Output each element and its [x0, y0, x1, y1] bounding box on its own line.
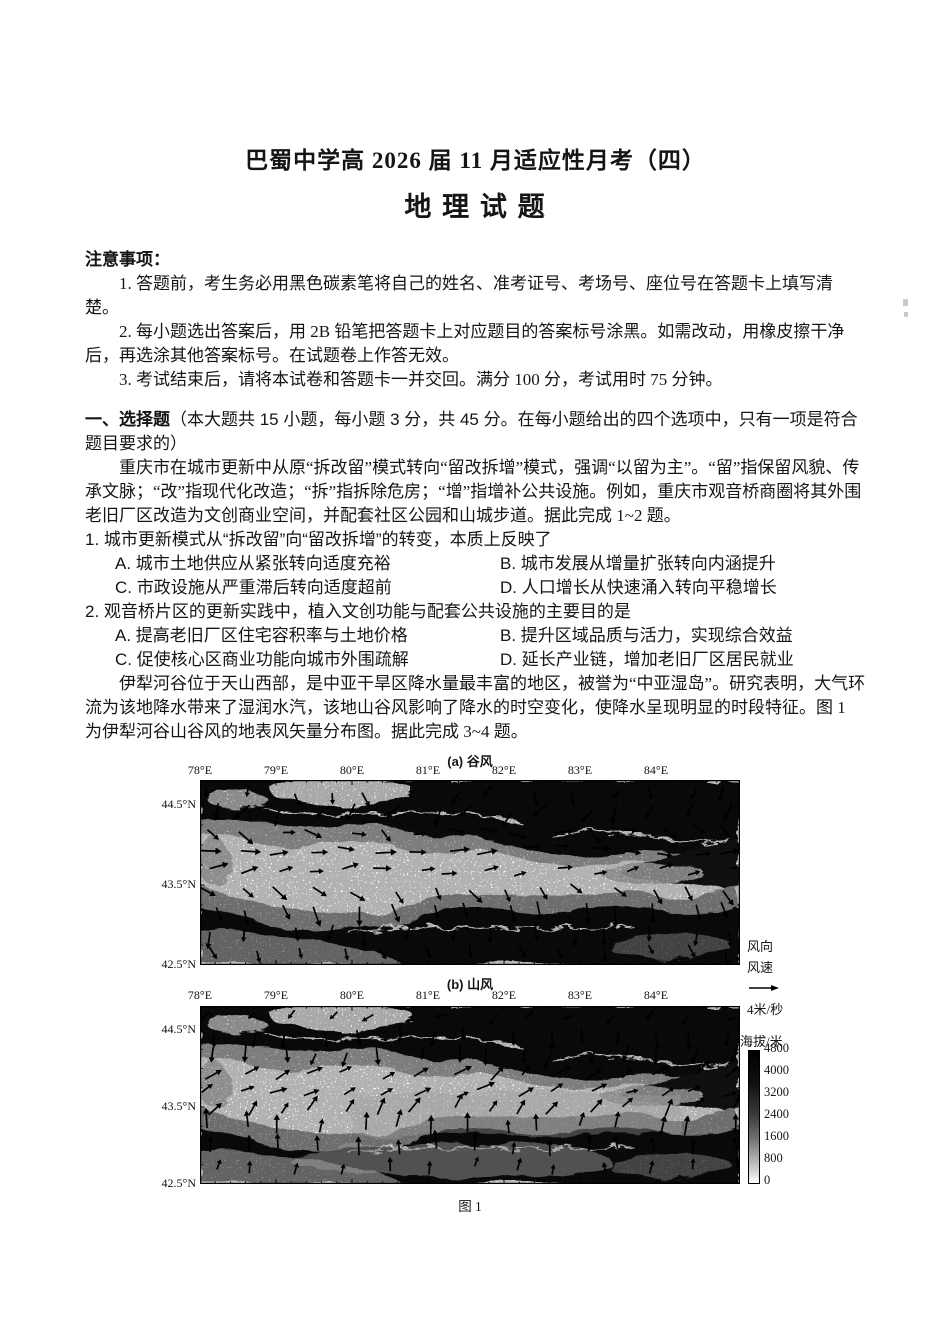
panel-a-title: (a) 谷风 [447, 754, 493, 769]
wind-direction-label: 风向 [747, 939, 774, 954]
passage-yili-valley: 伊犁河谷位于天山西部，是中亚干旱区降水量最丰富的地区，被誉为“中亚湿岛”。研究表… [85, 674, 866, 741]
wind-vectors-b [200, 1009, 740, 1177]
question-2-number: 2. [85, 602, 100, 621]
wind-scale-label: 4米/秒 [747, 1002, 784, 1017]
lat-label-a: 44.5°N [161, 797, 196, 811]
elevation-legend-title: 海拔/米 [740, 1034, 783, 1049]
passage-chongqing: 重庆市在城市更新中从原“拆改留”模式转向“留改拆增”模式，强调“以留为主”。“留… [85, 458, 862, 525]
wind-vectors-a [200, 785, 740, 965]
lat-label-b: 43.5°N [161, 1099, 196, 1114]
text-content: 巴蜀中学高 2026 届 11 月适应性月考（四） 地 理 试 题 注意事项： … [85, 148, 866, 741]
lat-label-a: 43.5°N [161, 877, 196, 891]
figure-caption: 图 1 [458, 1199, 482, 1214]
option-1c: C. 市政设施从严重滞后转向适度超前 [115, 578, 392, 597]
exam-title: 巴蜀中学高 2026 届 11 月适应性月考（四） [245, 148, 706, 173]
question-1-options-cd: C. 市政设施从严重滞后转向适度超前 D. 人口增长从快速涌入转向平稳增长 [85, 576, 866, 600]
question-2-options-ab: A. 提高老旧厂区住宅容积率与土地价格 B. 提升区域品质与活力，实现综合效益 [85, 624, 866, 648]
notice-item-3: 3. 考试结束后，请将本试卷和答题卡一并交回。满分 100 分，考试用时 75 … [119, 370, 723, 389]
exam-subject: 地 理 试 题 [404, 192, 547, 222]
figure-1: (a) 谷风 [0, 748, 950, 1223]
scan-artifact [904, 312, 908, 317]
elevation-colorbar [748, 1050, 760, 1184]
map-b-valley-shading [290, 1094, 680, 1178]
option-2d: D. 延长产业链，增加老旧厂区居民就业 [500, 650, 794, 669]
valley-wind-map [200, 780, 740, 965]
lon-label-a: 84°E [643, 763, 669, 777]
panel-b-title: (b) 山风 [446, 977, 494, 992]
section-heading-title: 一、选择题 [85, 410, 170, 429]
option-2b: B. 提升区域品质与活力，实现综合效益 [500, 626, 793, 645]
lon-label-a: 83°E [567, 763, 593, 777]
elev-tick-label: 1600 [764, 1129, 789, 1143]
question-2-stem: 2. 观音桥片区的更新实践中，植入文创功能与配套公共设施的主要目的是 [85, 602, 631, 621]
elev-tick-label: 800 [764, 1151, 783, 1165]
lon-label-b: 81°E [415, 988, 441, 1002]
lon-label-b: 79°E [263, 988, 289, 1002]
lon-label-b: 78°E [187, 988, 213, 1002]
question-1: 1. 城市更新模式从“拆改留”向“留改拆增”的转变，本质上反映了 A. 城市土地… [85, 528, 866, 600]
wind-speed-label: 风速 [747, 960, 774, 975]
option-2c: C. 促使核心区商业功能向城市外围疏解 [115, 650, 409, 669]
elev-tick-label: 3200 [764, 1085, 789, 1099]
option-1b: B. 城市发展从增量扩张转向内涵提升 [500, 554, 776, 573]
lon-label-b: 80°E [339, 988, 365, 1002]
option-1d: D. 人口增长从快速涌入转向平稳增长 [500, 578, 777, 597]
wind-vector-legend: 风向 风速 4米/秒 [747, 936, 783, 1020]
question-1-stem: 1. 城市更新模式从“拆改留”向“留改拆增”的转变，本质上反映了 [85, 530, 552, 549]
lon-label-b: 83°E [567, 988, 593, 1002]
elev-tick-label: 4800 [764, 1041, 789, 1055]
elev-tick-label: 2400 [764, 1107, 789, 1121]
lat-label-a: 42.5°N [161, 957, 196, 971]
option-1a: A. 城市土地供应从紧张转向适度充裕 [115, 554, 391, 573]
section-heading-note: （本大题共 15 小题，每小题 3 分，共 45 分。在每小题给出的四个选项中，… [85, 410, 858, 453]
mountain-wind-map [200, 1006, 740, 1184]
question-2: 2. 观音桥片区的更新实践中，植入文创功能与配套公共设施的主要目的是 A. 提高… [85, 600, 866, 672]
lon-label-a: 82°E [491, 763, 517, 777]
lon-label-b: 82°E [491, 988, 517, 1002]
elev-tick-label: 4000 [764, 1063, 789, 1077]
lon-label-b: 84°E [643, 988, 669, 1002]
option-2a: A. 提高老旧厂区住宅容积率与土地价格 [115, 626, 408, 645]
elev-tick-label: 0 [764, 1173, 771, 1187]
notice-heading: 注意事项： [85, 250, 170, 269]
scale-arrow-icon [749, 985, 779, 991]
notice-item-1: 1. 答题前，考生务必用黑色碳素笔将自己的姓名、准考证号、考场号、座位号在答题卡… [85, 274, 833, 317]
lat-label-b: 44.5°N [161, 1022, 196, 1037]
lon-label-a: 80°E [339, 763, 365, 777]
question-1-options-ab: A. 城市土地供应从紧张转向适度充裕 B. 城市发展从增量扩张转向内涵提升 [85, 552, 866, 576]
lat-label-b: 42.5°N [161, 1176, 196, 1190]
question-2-options-cd: C. 促使核心区商业功能向城市外围疏解 D. 延长产业链，增加老旧厂区居民就业 [85, 648, 866, 672]
scan-artifact [903, 299, 908, 306]
lon-label-a: 79°E [263, 763, 289, 777]
lon-label-a: 78°E [187, 763, 213, 777]
question-1-number: 1. [85, 530, 100, 549]
notice-item-2: 2. 每小题选出答案后，用 2B 铅笔把答题卡上对应题目的答案标号涂黑。如需改动… [85, 322, 845, 365]
section-heading: 一、选择题（本大题共 15 小题，每小题 3 分，共 45 分。在每小题给出的四… [85, 408, 866, 456]
lon-label-a: 81°E [415, 763, 441, 777]
